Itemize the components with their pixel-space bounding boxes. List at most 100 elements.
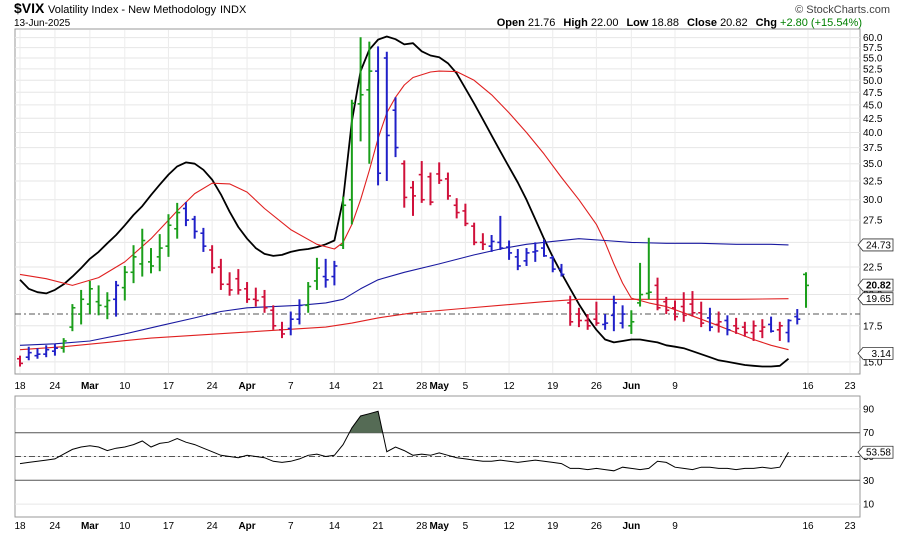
ohlc-bar xyxy=(462,203,469,227)
rsi-overbought-fill xyxy=(349,411,383,433)
rsi-x-tick-label: 24 xyxy=(207,521,219,532)
rsi-x-tick-label: 10 xyxy=(119,521,131,532)
ohlc-bar xyxy=(759,319,766,339)
ma-red-slow-line xyxy=(19,298,789,351)
price-badge-box xyxy=(857,278,894,292)
ohlc-bar xyxy=(392,97,399,158)
ohlc-chg-label: Chg xyxy=(756,17,780,29)
price-y-tick-label: 30.0 xyxy=(863,195,883,206)
rsi-x-tick-label: 12 xyxy=(504,521,516,532)
ohlc-bar xyxy=(619,305,626,329)
ohlc-bar xyxy=(244,282,251,303)
rsi-polyline xyxy=(19,410,789,472)
rsi-x-tick-label: 16 xyxy=(802,521,814,532)
price-x-tick-label: Apr xyxy=(238,381,255,392)
price-badge-label: 20.82 xyxy=(866,281,891,292)
ohlc-chg-value: +2.80 (+15.54%) xyxy=(780,17,862,29)
price-y-axis: 15.017.520.022.525.027.530.032.535.037.5… xyxy=(863,33,883,368)
ohlc-bar xyxy=(209,245,216,274)
ohlc-bar xyxy=(357,37,364,142)
price-y-tick-label: 22.5 xyxy=(863,263,883,274)
rsi-line xyxy=(19,410,789,472)
chart-date: 13-Jun-2025 xyxy=(14,18,71,29)
price-badges: 24.73 20.82 19.65 3.14 xyxy=(857,238,894,360)
ohlc-bar xyxy=(156,234,163,272)
ohlc-bar xyxy=(549,255,556,273)
price-x-tick-label: 12 xyxy=(504,381,516,392)
rsi-gridlines xyxy=(15,408,860,505)
ohlc-bar xyxy=(750,320,757,341)
ohlc-bar xyxy=(479,233,486,250)
rsi-x-tick-label: 19 xyxy=(547,521,559,532)
price-badge-box xyxy=(857,347,894,360)
ohlc-bar xyxy=(69,304,76,332)
ohlc-bar xyxy=(514,249,521,271)
ohlc-bar xyxy=(602,314,609,330)
rsi-x-tick-label: 17 xyxy=(163,521,175,532)
ohlc-bar xyxy=(279,321,285,339)
ohlc-bar xyxy=(803,272,809,308)
ohlc-bar xyxy=(139,228,146,277)
ohlc-bar xyxy=(689,291,696,317)
ohlc-bar xyxy=(427,172,434,206)
rsi-x-tick-label: 28 xyxy=(416,521,428,532)
ohlc-bar xyxy=(733,317,740,334)
ohlc-bar xyxy=(645,237,652,300)
ohlc-bar xyxy=(86,280,93,315)
ohlc-bar xyxy=(610,295,617,332)
ohlc-bar xyxy=(768,316,775,333)
price-x-tick-label: 28 xyxy=(416,381,428,392)
price-badge-box xyxy=(857,238,894,252)
ohlc-bar xyxy=(741,321,748,337)
ohlc-bar xyxy=(444,172,451,200)
ohlc-bar xyxy=(34,348,41,359)
price-badge: 20.82 xyxy=(857,278,894,292)
price-badge-label: 24.73 xyxy=(866,240,891,251)
ohlc-bar xyxy=(453,198,460,219)
chart-exchange: INDX xyxy=(220,4,247,16)
ohlc-bar xyxy=(567,295,574,326)
ohlc-bar xyxy=(313,257,320,290)
rsi-badge: 53.58 xyxy=(857,445,894,459)
price-x-tick-label: 10 xyxy=(119,381,131,392)
ohlc-bar xyxy=(401,160,408,208)
ohlc-bar xyxy=(628,310,635,334)
rsi-x-tick-label: Apr xyxy=(238,521,255,532)
rsi-panel: 1030507090 53.58 xyxy=(14,395,894,518)
ohlc-bar xyxy=(95,285,102,316)
rsi-x-tick-label: 23 xyxy=(844,521,856,532)
ohlc-bar xyxy=(558,263,565,277)
rsi-x-tick-label: 7 xyxy=(288,521,294,532)
price-y-tick-label: 42.5 xyxy=(863,114,883,125)
ohlc-bar xyxy=(331,260,338,286)
rsi-y-tick-label: 30 xyxy=(863,476,875,487)
rsi-x-tick-label: Mar xyxy=(81,521,99,532)
price-panel: 15.017.520.022.525.027.530.032.535.037.5… xyxy=(14,28,894,375)
rsi-x-tick-label: 14 xyxy=(329,521,341,532)
ohlc-low-label: Low xyxy=(626,17,651,29)
ohlc-bar xyxy=(654,277,661,311)
chart-symbol: $VIX xyxy=(14,0,45,16)
ohlc-bar xyxy=(488,235,495,252)
ohlc-bar xyxy=(296,299,303,325)
ohlc-bar xyxy=(78,289,85,325)
ohlc-bar xyxy=(776,321,783,341)
ohlc-low-value: 18.88 xyxy=(652,17,680,29)
price-x-tick-label: 21 xyxy=(373,381,385,392)
ohlc-high-label: High xyxy=(563,17,591,29)
rsi-overbought-area xyxy=(349,411,383,433)
ohlc-high-value: 22.00 xyxy=(591,17,619,29)
price-x-tick-label: 9 xyxy=(672,381,678,392)
price-x-tick-label: 16 xyxy=(802,381,814,392)
price-gridlines xyxy=(15,30,860,373)
price-x-tick-label: Mar xyxy=(81,381,99,392)
price-x-axis: 18 24 Mar 10 17 24 Apr 7 14 21 28 May 5 12 19 26 Jun 9 16 2… xyxy=(14,381,856,392)
price-x-tick-label: 14 xyxy=(329,381,341,392)
price-x-tick-label: 18 xyxy=(14,381,26,392)
ohlc-bar xyxy=(252,287,259,307)
price-y-tick-label: 17.5 xyxy=(863,321,883,332)
ohlc-bar xyxy=(523,248,530,266)
ohlc-bar xyxy=(130,245,137,284)
ohlc-bar xyxy=(217,258,224,290)
price-y-tick-label: 32.5 xyxy=(863,177,883,188)
